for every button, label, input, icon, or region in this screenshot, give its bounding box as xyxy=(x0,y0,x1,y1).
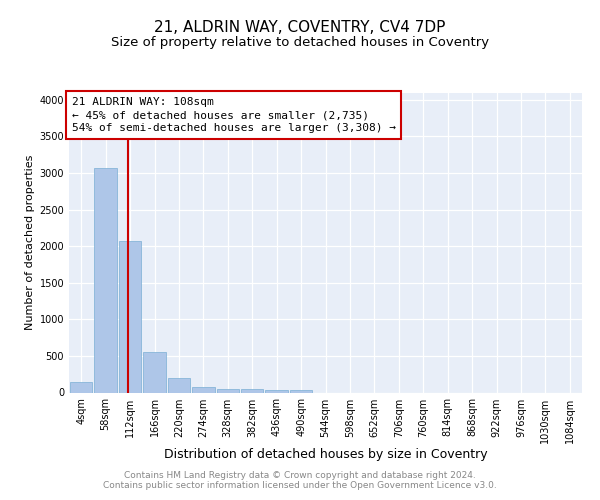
Text: Contains HM Land Registry data © Crown copyright and database right 2024.: Contains HM Land Registry data © Crown c… xyxy=(124,472,476,480)
Bar xyxy=(241,389,263,392)
Bar xyxy=(217,389,239,392)
Y-axis label: Number of detached properties: Number of detached properties xyxy=(25,155,35,330)
Bar xyxy=(290,390,313,392)
Bar xyxy=(192,387,215,392)
X-axis label: Distribution of detached houses by size in Coventry: Distribution of detached houses by size … xyxy=(164,448,487,461)
Bar xyxy=(167,378,190,392)
Text: Size of property relative to detached houses in Coventry: Size of property relative to detached ho… xyxy=(111,36,489,49)
Bar xyxy=(94,168,117,392)
Text: 21, ALDRIN WAY, COVENTRY, CV4 7DP: 21, ALDRIN WAY, COVENTRY, CV4 7DP xyxy=(154,20,446,35)
Bar xyxy=(119,241,142,392)
Text: Contains public sector information licensed under the Open Government Licence v3: Contains public sector information licen… xyxy=(103,482,497,490)
Bar xyxy=(265,390,288,392)
Bar xyxy=(70,382,92,392)
Bar xyxy=(143,352,166,393)
Text: 21 ALDRIN WAY: 108sqm
← 45% of detached houses are smaller (2,735)
54% of semi-d: 21 ALDRIN WAY: 108sqm ← 45% of detached … xyxy=(71,97,395,134)
